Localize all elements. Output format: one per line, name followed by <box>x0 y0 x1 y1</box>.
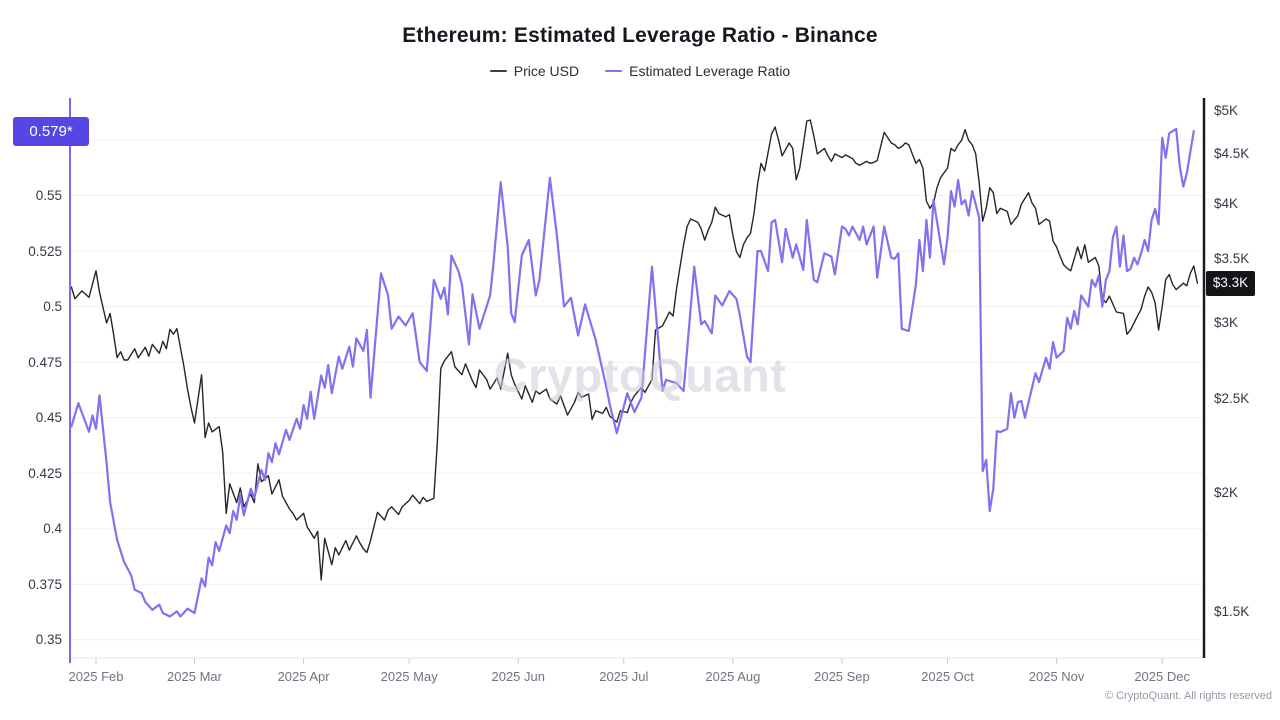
x-axis-month-label: 2025 Jun <box>491 669 545 684</box>
legend-item-price-usd[interactable]: Price USD <box>489 63 580 79</box>
right-axis-tick-label: $2K <box>1214 484 1239 500</box>
left-axis-tick-label: 0.55 <box>35 188 62 204</box>
price-current-value-badge: $3.3K <box>1206 270 1255 296</box>
copyright-text: © CryptoQuant. All rights reserved <box>1104 690 1272 702</box>
legend-item-leverage-ratio[interactable]: Estimated Leverage Ratio <box>605 63 790 79</box>
left-axis-tick-label: 0.425 <box>28 465 62 481</box>
x-axis-month-label: 2025 Feb <box>68 669 124 684</box>
price-line-swatch-icon <box>489 70 507 72</box>
legend-label-price-usd: Price USD <box>513 63 580 79</box>
left-axis-tick-label: 0.35 <box>35 632 62 648</box>
leverage-line-swatch-icon <box>605 70 623 72</box>
x-axis-month-label: 2025 Oct <box>921 669 974 684</box>
page-title: Ethereum: Estimated Leverage Ratio - Bin… <box>402 24 878 47</box>
left-axis-tick-label: 0.475 <box>28 354 62 370</box>
right-axis-tick-label: $4K <box>1214 195 1239 211</box>
x-axis-month-label: 2025 Dec <box>1134 669 1190 684</box>
right-axis-tick-label: $4.5K <box>1214 146 1250 162</box>
right-axis-tick-label: $1.5K <box>1214 604 1250 620</box>
right-axis-tick-label: $5K <box>1214 102 1239 118</box>
x-axis-month-label: 2025 Nov <box>1028 669 1085 684</box>
x-axis-month-label: 2025 May <box>380 669 438 684</box>
x-axis-month-label: 2025 Sep <box>814 669 870 684</box>
right-axis-tick-label: $3K <box>1214 315 1239 331</box>
series-line-price-usd <box>70 119 1199 581</box>
leverage-current-value-badge: 0.579* <box>13 116 89 146</box>
left-axis-tick-label: 0.45 <box>35 410 62 426</box>
left-axis-tick-label: 0.525 <box>28 243 62 259</box>
right-axis-tick-label: $2.5K <box>1214 391 1250 407</box>
left-axis-tick-label: 0.5 <box>43 299 62 315</box>
left-axis-tick-label: 0.4 <box>43 521 62 537</box>
x-axis-month-label: 2025 Apr <box>277 669 330 684</box>
x-axis-month-label: 2025 Jul <box>599 669 649 684</box>
series-line-estimated-leverage-ratio <box>70 127 1195 618</box>
x-axis-month-label: 2025 Mar <box>167 669 222 684</box>
right-axis-tick-label: $3.5K <box>1214 251 1250 267</box>
legend: Price USD Estimated Leverage Ratio <box>0 63 1280 79</box>
left-axis-tick-label: 0.375 <box>28 576 62 592</box>
x-axis-month-label: 2025 Aug <box>705 669 761 684</box>
legend-label-leverage-ratio: Estimated Leverage Ratio <box>629 63 791 79</box>
